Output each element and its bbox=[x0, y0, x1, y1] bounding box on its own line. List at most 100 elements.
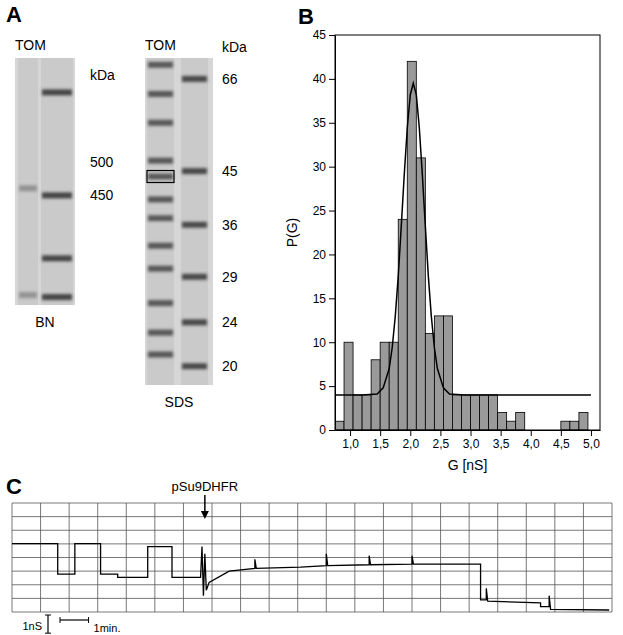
y-tick-label: 5 bbox=[319, 379, 326, 393]
scale-bar-cap bbox=[88, 617, 89, 623]
scale-bar-line bbox=[47, 615, 48, 633]
grid-line-y bbox=[12, 543, 612, 544]
y-tick-label: 35 bbox=[313, 116, 327, 130]
gel-band bbox=[148, 120, 173, 126]
x-tick-label: 2,5 bbox=[433, 437, 450, 451]
x-tick: 3,0 bbox=[463, 430, 480, 451]
x-tick-label: 4,5 bbox=[553, 437, 570, 451]
fit-line bbox=[335, 83, 591, 395]
bar bbox=[380, 342, 389, 430]
gel-band bbox=[148, 300, 173, 306]
y-tick-label: 10 bbox=[313, 336, 327, 350]
gel-band bbox=[148, 266, 173, 272]
gel-band bbox=[19, 185, 37, 191]
x-tick-mark bbox=[501, 430, 502, 436]
bar bbox=[461, 395, 470, 430]
gel-lane bbox=[41, 58, 73, 305]
y-tick: 0 bbox=[319, 423, 335, 437]
y-tick-mark bbox=[329, 79, 335, 80]
y-tick-mark bbox=[329, 211, 335, 212]
marker-label: 66 bbox=[222, 71, 238, 87]
panel-label: C bbox=[6, 474, 22, 499]
x-tick-label: 3,0 bbox=[463, 437, 480, 451]
x-axis-line bbox=[336, 430, 601, 431]
marker-label: 36 bbox=[222, 217, 238, 233]
x-tick: 2,5 bbox=[433, 430, 450, 451]
x-axis: 1,01,52,02,53,03,54,04,55,0 bbox=[336, 430, 601, 451]
gel-band bbox=[148, 91, 173, 97]
x-tick-mark bbox=[350, 430, 351, 436]
gel-lane bbox=[147, 58, 174, 385]
y-tick-mark bbox=[329, 35, 335, 36]
trace-panel: pSu9DHFR1nS1min. bbox=[12, 479, 612, 634]
scale-bar-line bbox=[60, 619, 89, 620]
plot-marks bbox=[12, 544, 609, 610]
scale-bar-cap bbox=[45, 615, 51, 616]
x-tick-label: 3,5 bbox=[493, 437, 510, 451]
gel-band bbox=[182, 274, 207, 280]
marker-label: 500 bbox=[90, 154, 114, 170]
x-tick: 1,5 bbox=[372, 430, 389, 451]
bar bbox=[570, 421, 579, 430]
gel-band bbox=[148, 196, 173, 202]
x-tick: 3,5 bbox=[493, 430, 510, 451]
bar bbox=[452, 395, 461, 430]
gel-background bbox=[145, 58, 213, 385]
grid-line-y bbox=[12, 584, 612, 585]
y-tick: 45 bbox=[313, 28, 335, 42]
x-tick-mark bbox=[591, 430, 592, 436]
unit-label: kDa bbox=[90, 67, 115, 83]
gel-bands bbox=[147, 58, 208, 385]
gel-label: BN bbox=[35, 314, 54, 330]
gel-title: TOM bbox=[145, 37, 176, 53]
y-tick: 30 bbox=[313, 160, 335, 174]
gel-band bbox=[148, 174, 173, 180]
gel-band bbox=[148, 62, 173, 68]
x-tick: 5,0 bbox=[583, 430, 600, 451]
x-tick-label: 2,0 bbox=[402, 437, 419, 451]
marker-label: 45 bbox=[222, 163, 238, 179]
bar bbox=[498, 412, 507, 430]
y-axis-title: P(G) bbox=[284, 218, 300, 248]
y-axis: 051015202530354045 bbox=[313, 28, 336, 437]
x-tick-mark bbox=[561, 430, 562, 436]
figure: TOMkDa500450BNATOMkDa664536292420SDS1,01… bbox=[0, 0, 623, 635]
marker-label: 20 bbox=[222, 358, 238, 374]
gel-lane bbox=[181, 58, 208, 385]
gel-band bbox=[148, 158, 173, 164]
gel-band bbox=[148, 330, 173, 336]
y-tick-label: 30 bbox=[313, 160, 327, 174]
panel-label: A bbox=[6, 2, 22, 27]
bar bbox=[579, 412, 588, 430]
gel-band bbox=[182, 222, 207, 228]
scale-bar-cap bbox=[45, 633, 51, 634]
gel-lane bbox=[18, 58, 38, 305]
bar bbox=[362, 395, 371, 430]
gel-label: SDS bbox=[165, 394, 194, 410]
y-tick-label: 20 bbox=[313, 248, 327, 262]
y-tick: 20 bbox=[313, 248, 335, 262]
x-tick: 2,0 bbox=[402, 430, 419, 451]
y-tick-mark bbox=[329, 298, 335, 299]
bar bbox=[480, 395, 489, 430]
bar bbox=[489, 395, 498, 430]
x-tick-label: 1,0 bbox=[342, 437, 359, 451]
scale-bar-cap bbox=[60, 617, 61, 623]
gel-band bbox=[182, 168, 207, 174]
annotation-arrow bbox=[204, 495, 206, 513]
gel-title: TOM bbox=[15, 37, 46, 53]
x-tick: 4,5 bbox=[553, 430, 570, 451]
gel-band bbox=[182, 363, 207, 369]
y-axis-line bbox=[335, 36, 336, 431]
gel-bands bbox=[18, 58, 73, 305]
gel-band bbox=[148, 243, 173, 249]
panel-label: B bbox=[298, 4, 314, 29]
y-tick: 40 bbox=[313, 72, 335, 86]
y-tick-mark bbox=[329, 123, 335, 124]
marker-label: 24 bbox=[222, 314, 238, 330]
gel-panel: TOMkDa500450BN bbox=[15, 37, 115, 330]
x-tick-label: 1,5 bbox=[372, 437, 389, 451]
gel-band bbox=[182, 319, 207, 325]
bar bbox=[344, 342, 353, 430]
x-scale-bar: 1min. bbox=[60, 617, 120, 634]
